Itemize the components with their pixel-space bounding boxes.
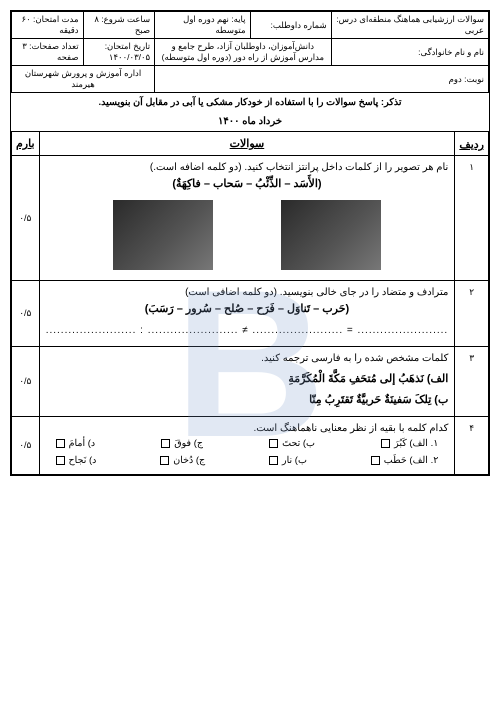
- q4-1-a: ۱. الف) کَبُرَ: [381, 438, 438, 449]
- q1-number: ۱: [455, 156, 489, 281]
- col-num-header: ردیف: [455, 132, 489, 156]
- header-table: سوالات ارزشیابی هماهنگ منطقه‌ای درس: عرب…: [11, 11, 489, 131]
- q4-options-row1: ۱. الف) کَبُرَ ب) تحتَ ج) فوقَ د) أمامَ: [46, 434, 449, 451]
- hdr-subject: سوالات ارزشیابی هماهنگ منطقه‌ای درس: عرب…: [331, 12, 488, 39]
- questions-table: ردیف سوالات بارم ۱ نام هر تصویر را از کل…: [11, 131, 489, 475]
- q4-2-d: د) نَجاح: [56, 455, 97, 466]
- q4-2-c: ج) دُخان: [160, 455, 205, 466]
- hdr-start: ساعت شروع: ۸ صبح: [83, 12, 155, 39]
- exam-page: سوالات ارزشیابی هماهنگ منطقه‌ای درس: عرب…: [10, 10, 490, 476]
- hdr-date: تاریخ امتحان: ۱۴۰۰/۰۳/۰۵: [83, 39, 155, 66]
- header-row-3: نوبت: دوم اداره آموزش و پرورش شهرستان هی…: [12, 66, 489, 93]
- q4-1-b: ب) تحتَ: [269, 438, 315, 449]
- header-notice-row: تذکر: پاسخ سوالات را با استفاده از خودکا…: [12, 93, 489, 132]
- q2-score: ۰/۵: [12, 281, 40, 347]
- hdr-grade: پایه: نهم دوره اول متوسطه: [155, 12, 250, 39]
- q3-line-a: الف) نَذهَبُ إلی مُتحَفِ مَکَّةَ الْمُکَ…: [46, 372, 449, 385]
- q2-body: مترادف و متضاد را در جای خالی بنویسید. (…: [39, 281, 455, 347]
- q4-body: کدام کلمه با بقیه از نظر معنایی ناهماهنگ…: [39, 417, 455, 475]
- checkbox-icon[interactable]: [269, 456, 278, 465]
- q1-images: [46, 200, 449, 270]
- q3-number: ۳: [455, 347, 489, 417]
- q1-image-1: [281, 200, 381, 270]
- q4-number: ۴: [455, 417, 489, 475]
- question-row-4: ۴ کدام کلمه با بقیه از نظر معنایی ناهماه…: [12, 417, 489, 475]
- col-body-header: سوالات: [39, 132, 455, 156]
- hdr-term: نوبت: دوم: [155, 66, 489, 93]
- header-row-2: نام و نام خانوادگی: دانش‌آموزان، داوطلبا…: [12, 39, 489, 66]
- q4-options-row2: ۲. الف) حَطَب ب) نار ج) دُخان د) نَجاح: [46, 451, 449, 468]
- checkbox-icon[interactable]: [381, 439, 390, 448]
- q1-words: (الأَسَد – الذِّئْبُ – سَحاب – فاکِهَةٌ): [46, 177, 449, 190]
- checkbox-icon[interactable]: [371, 456, 380, 465]
- question-row-2: ۲ مترادف و متضاد را در جای خالی بنویسید.…: [12, 281, 489, 347]
- q4-1-c: ج) فوقَ: [161, 438, 203, 449]
- q1-image-2: [113, 200, 213, 270]
- q3-body: کلمات مشخص شده را به فارسی ترجمه کنید. ا…: [39, 347, 455, 417]
- q3-line-b: ب) تِلکَ سَفینَةٌ حَربیَّةٌ تَقتَرِبُ مِ…: [46, 393, 449, 406]
- hdr-name: نام و نام خانوادگی:: [331, 39, 488, 66]
- checkbox-icon[interactable]: [269, 439, 278, 448]
- question-row-3: ۳ کلمات مشخص شده را به فارسی ترجمه کنید.…: [12, 347, 489, 417]
- column-header-row: ردیف سوالات بارم: [12, 132, 489, 156]
- checkbox-icon[interactable]: [161, 439, 170, 448]
- q3-score: ۰/۵: [12, 347, 40, 417]
- q4-score: ۰/۵: [12, 417, 40, 475]
- q4-2-b: ب) نار: [269, 455, 307, 466]
- q4-1-d: د) أمامَ: [56, 438, 96, 449]
- q2-number: ۲: [455, 281, 489, 347]
- col-score-header: بارم: [12, 132, 40, 156]
- q1-body: نام هر تصویر را از کلمات داخل پرانتز انت…: [39, 156, 455, 281]
- q3-text: کلمات مشخص شده را به فارسی ترجمه کنید.: [46, 353, 449, 364]
- q2-blanks: ........................ = .............…: [46, 325, 449, 336]
- header-row-1: سوالات ارزشیابی هماهنگ منطقه‌ای درس: عرب…: [12, 12, 489, 39]
- hdr-office: اداره آموزش و پرورش شهرستان هیرمند: [12, 66, 155, 93]
- q1-score: ۰/۵: [12, 156, 40, 281]
- checkbox-icon[interactable]: [56, 456, 65, 465]
- q4-2-a: ۲. الف) حَطَب: [371, 455, 439, 466]
- hdr-duration: مدت امتحان: ۶۰ دقیقه: [12, 12, 84, 39]
- q2-words: (حَرب – تَناوَل – فَرَح – صُلح – سُرور –…: [46, 302, 449, 315]
- question-row-1: ۱ نام هر تصویر را از کلمات داخل پرانتز ا…: [12, 156, 489, 281]
- checkbox-icon[interactable]: [160, 456, 169, 465]
- notice-text: تذکر: پاسخ سوالات را با استفاده از خودکا…: [12, 93, 489, 112]
- q2-text: مترادف و متضاد را در جای خالی بنویسید. (…: [46, 287, 449, 298]
- hdr-students: دانش‌آموزان، داوطلبان آزاد، طرح جامع و م…: [155, 39, 331, 66]
- hdr-candidate-no: شماره داوطلب:: [250, 12, 331, 39]
- month-text: خرداد ماه ۱۴۰۰: [12, 112, 489, 131]
- checkbox-icon[interactable]: [56, 439, 65, 448]
- hdr-pages: تعداد صفحات: ۳ صفحه: [12, 39, 84, 66]
- q1-text: نام هر تصویر را از کلمات داخل پرانتز انت…: [46, 162, 449, 173]
- q4-text: کدام کلمه با بقیه از نظر معنایی ناهماهنگ…: [46, 423, 449, 434]
